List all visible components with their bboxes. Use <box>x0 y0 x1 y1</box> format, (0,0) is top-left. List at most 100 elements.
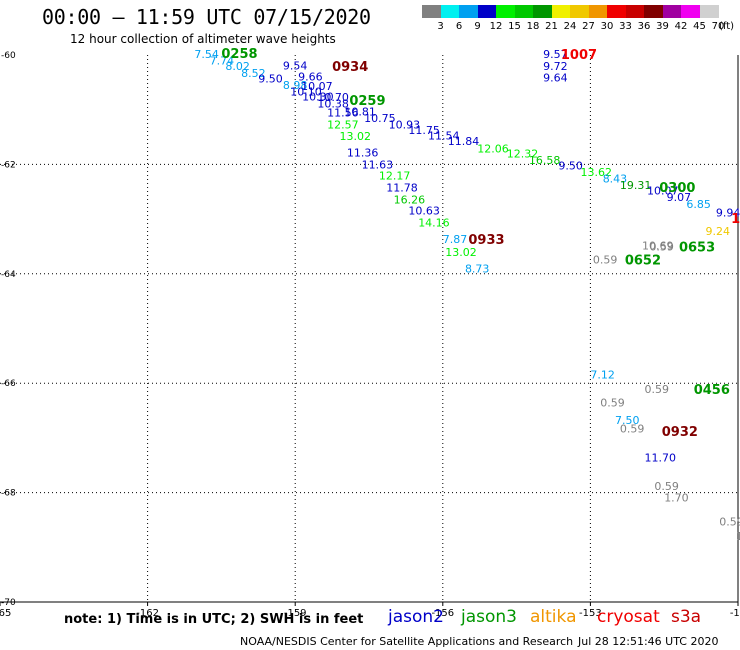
pass-time-label: 0934 <box>332 60 368 75</box>
color-scale-swatch <box>570 5 589 18</box>
wave-height-label: 10.63 <box>408 204 440 217</box>
wave-height-label: 7.87 <box>443 233 468 246</box>
color-scale-swatch <box>477 5 497 18</box>
wave-height-label: 10.07 <box>301 80 333 93</box>
color-scale-label: 45 <box>693 21 706 32</box>
wave-height-label: 7.50 <box>615 414 640 427</box>
color-scale-swatch <box>551 5 571 18</box>
pass-time-label: 0932 <box>662 425 698 440</box>
wave-height-label: 10.70 <box>317 91 349 104</box>
color-scale-label: 36 <box>637 21 651 32</box>
color-scale-swatch <box>514 5 534 18</box>
lon-tick-label: -156 <box>431 608 454 619</box>
color-scale-label: 24 <box>563 21 577 32</box>
color-scale-label: 15 <box>508 21 521 32</box>
wave-height-label: 12.17 <box>379 169 411 182</box>
color-scale-label: 18 <box>526 21 540 32</box>
color-scale-label: 42 <box>674 21 688 32</box>
pass-time-label: 0259 <box>349 94 385 109</box>
color-scale-label: 39 <box>656 21 669 32</box>
wave-height-label: 0.59 <box>593 254 618 267</box>
color-scale-label: 3 <box>437 21 444 32</box>
satellite-s3a: s3a <box>671 607 702 627</box>
credit-line: NOAA/NESDIS Center for Satellite Applica… <box>240 635 574 648</box>
wave-height-label: 10.07 <box>647 185 679 198</box>
wave-height-label: 10.81 <box>344 105 376 118</box>
color-scale-label: 30 <box>600 21 614 32</box>
color-scale-unit: (ft) <box>719 21 735 32</box>
pass-time-label: 0258 <box>221 47 257 62</box>
pass-time-label: 0300 <box>659 181 695 196</box>
wave-height-label: 9.07 <box>667 191 692 204</box>
wave-height-label: 11.63 <box>362 158 394 171</box>
wave-height-label: 0.59 <box>649 240 674 253</box>
wave-height-label: 9.64 <box>543 71 568 84</box>
color-scale-swatch <box>496 5 515 18</box>
wave-height-label: 9.72 <box>543 60 568 73</box>
wave-height-label: 0.59 <box>645 383 670 396</box>
wave-height-label: 8.02 <box>225 60 250 73</box>
wave-height-label: 1.70 <box>664 492 689 505</box>
map-subtitle: 12 hour collection of altimeter wave hei… <box>70 32 336 46</box>
color-scale-label: 9 <box>474 21 481 32</box>
pass-time-label: 10.40 <box>731 212 740 227</box>
satellite-jason3: jason3 <box>461 607 517 627</box>
wave-height-label: 10.75 <box>364 112 396 125</box>
wave-height-label: 9.54 <box>283 59 308 72</box>
lon-tick-label: -15 <box>730 608 740 619</box>
map-title: 00:00 — 11:59 UTC 07/15/2020 <box>42 5 371 29</box>
lon-tick-label: -159 <box>284 608 307 619</box>
wave-height-label: 12.57 <box>327 118 359 131</box>
wave-height-label: 1.5 <box>736 530 740 543</box>
wave-height-label: 9.66 <box>298 70 323 83</box>
lon-tick-label: -153 <box>579 608 602 619</box>
lat-tick-label: -62 <box>1 160 16 170</box>
wave-height-label: 19.31 <box>620 179 652 192</box>
color-scale-swatch <box>422 5 441 18</box>
wave-height-label: 8.98 <box>283 79 308 92</box>
color-scale-swatch <box>662 5 682 18</box>
color-scale-label: 6 <box>455 21 463 32</box>
lat-tick-label: -66 <box>1 379 16 389</box>
color-scale-swatch <box>625 5 645 18</box>
wave-height-label: 10.10 <box>290 86 322 99</box>
color-scale-swatch <box>607 5 626 18</box>
lat-tick-label: -60 <box>1 51 16 61</box>
wave-height-label: 9.94 <box>716 207 740 220</box>
wave-height-label: 7.54 <box>194 48 219 61</box>
color-scale-label: 27 <box>582 21 595 32</box>
wave-height-label: 11.75 <box>408 124 440 137</box>
wave-height-label: 0.59 <box>719 516 740 529</box>
pass-time-label: 1007 <box>561 48 597 63</box>
lat-tick-label: -68 <box>1 489 16 499</box>
satellite-jason2: jason2 <box>388 607 444 627</box>
satellite-altika: altika <box>530 607 577 627</box>
color-scale-swatch <box>459 5 478 18</box>
wave-height-label: 9.57 <box>543 48 568 61</box>
wave-height-label: 14.16 <box>418 216 450 229</box>
lon-tick-label: -165 <box>0 608 11 619</box>
wave-height-label: 13.62 <box>581 166 613 179</box>
wave-height-label: 7.74 <box>210 54 235 67</box>
color-scale-swatch <box>440 5 460 18</box>
wave-height-label: 10.38 <box>317 98 349 111</box>
wave-height-label: 13.02 <box>445 246 477 259</box>
wave-height-label: 0.59 <box>600 396 625 409</box>
color-scale-swatch <box>533 5 552 18</box>
render-timestamp: Jul 28 12:51:46 UTC 2020 <box>578 635 719 648</box>
wave-height-label: 16.58 <box>529 154 561 167</box>
pass-time-label: 0653 <box>679 240 715 255</box>
color-scale-swatch <box>699 5 719 18</box>
wave-height-label: 11.54 <box>428 129 460 142</box>
wave-height-label: 0.59 <box>654 480 679 493</box>
wave-height-label: 8.52 <box>241 67 266 80</box>
pass-time-label: 0933 <box>468 233 504 248</box>
wave-height-label: 11.56 <box>327 106 359 119</box>
wave-height-label: 11.78 <box>386 181 418 194</box>
wave-height-label: 10.30 <box>302 91 334 104</box>
wave-height-label: 10.69 <box>642 239 674 252</box>
wave-height-label: 9.50 <box>558 159 583 172</box>
lon-tick-label: -162 <box>136 608 159 619</box>
wave-height-label: 0.59 <box>620 423 645 436</box>
